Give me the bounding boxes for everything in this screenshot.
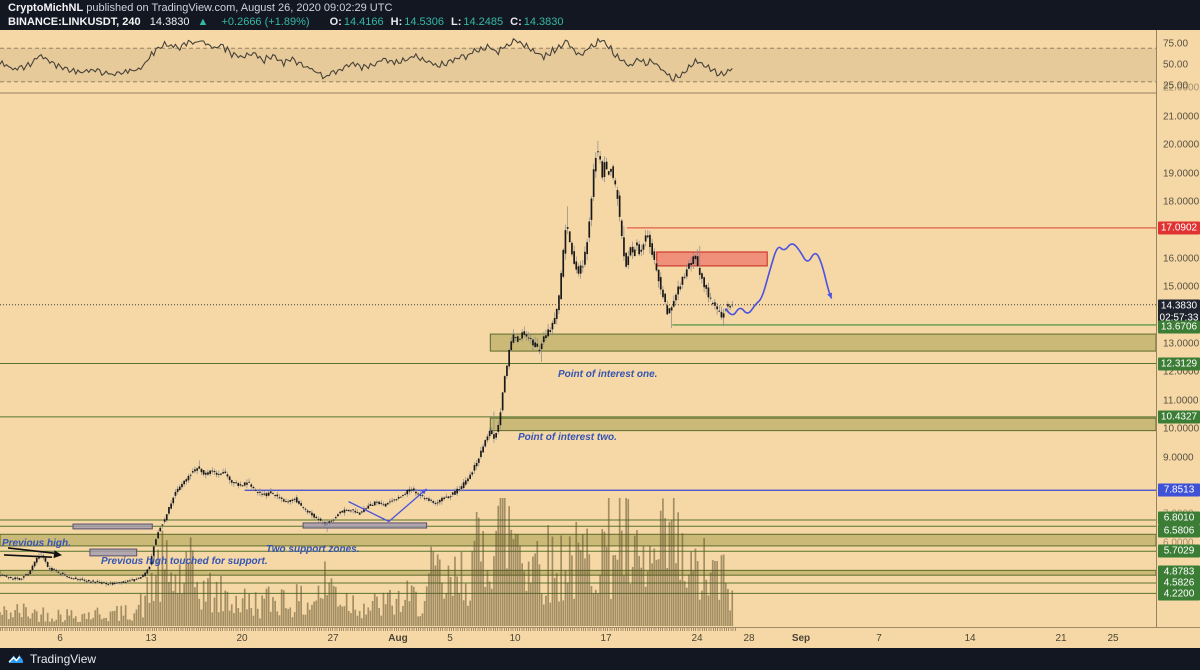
projection-drawing[interactable] [724,243,833,316]
footer: TradingView [0,648,1200,670]
annotation-point-of-interest-two: Point of interest two. [518,432,617,443]
annotation-previous-high: Previous high. [2,538,71,549]
annotation-point-of-interest-one: Point of interest one. [558,369,658,380]
ohlc-label: L: [451,16,462,28]
price-tick: 22.0000 [1163,82,1200,94]
price-tick: 20.0000 [1163,139,1200,151]
gray-support-boxes [72,522,428,557]
time-tick: 28 [743,633,755,644]
author-name: CryptoMichNL [8,2,84,14]
last-price: 14.3830 [149,16,190,28]
time-tick: 7 [876,633,882,644]
time-tick: 27 [327,633,339,644]
candles-layer [0,140,734,587]
price-label-badge: 17.0902 [1158,221,1200,235]
price-tick: 15.0000 [1163,281,1200,293]
price-label-badge: 12.3129 [1158,357,1200,371]
time-tick: 20 [236,633,248,644]
ohlc-value: 14.5306 [404,16,444,28]
ohlc-value: 14.2485 [463,16,504,28]
olive-zone[interactable] [489,417,1157,432]
time-tick: 10 [509,633,521,644]
chart-canvas[interactable] [0,30,1200,648]
time-tick: 6 [57,633,63,644]
rsi-line [0,37,733,82]
price-label-badge: 4.8783 [1158,565,1200,579]
time-tick: 14 [964,633,976,644]
ohlc-label: H: [390,16,403,28]
annotation-two-support-zones: Two support zones. [266,544,360,555]
tradingview-brand-link[interactable]: TradingView [8,651,96,667]
publish-byline: CryptoMichNL published on TradingView.co… [8,2,392,14]
tradingview-brand-text: TradingView [30,652,97,666]
price-label-badge: 13.6706 [1158,320,1200,334]
time-tick: Sep [791,633,811,644]
volume-layer [0,498,734,626]
ohlc-label: O: [329,16,342,28]
header: CryptoMichNL published on TradingView.co… [0,0,1200,30]
time-tick: 25 [1107,633,1119,644]
price-tick: 19.0000 [1163,168,1200,180]
price-label-badge: 6.5806 [1158,524,1200,538]
byline-text: published on TradingView.com, August 26,… [83,2,393,14]
symbol-interval: BINANCE:LINKUSDT, 240 [8,16,141,28]
annotation-previous-high-support: Previous high touched for support. [101,556,268,567]
gray-support-box[interactable] [89,548,138,557]
price-tick: 50.00 [1163,59,1189,71]
price-label-badge: 4.5826 [1158,576,1200,590]
support-zones-layer [0,227,1157,594]
time-tick: 5 [447,633,453,644]
support-bounce-arrow[interactable] [348,488,428,523]
price-tick: 75.00 [1163,38,1189,50]
time-tick: 24 [691,633,703,644]
previous-high-arrow[interactable] [3,547,62,559]
chart-area[interactable]: Previous high. Previous high touched for… [0,30,1200,649]
time-tick: Aug [388,633,408,644]
time-tick: 17 [600,633,612,644]
price-axis[interactable]: 75.00 50.00 25.00 22.0000 21.0000 20.0000 19.0… [1156,30,1200,627]
red-resistance-box[interactable] [656,251,768,267]
gray-support-box[interactable] [302,522,428,529]
ohlc-value: 14.3830 [523,16,564,28]
time-tick: 13 [145,633,157,644]
price-label-badge: 7.8513 [1158,483,1200,497]
price-tick: 21.0000 [1163,111,1200,123]
price-label-badge: 6.8010 [1158,511,1200,525]
symbol-info-bar: BINANCE:LINKUSDT, 240 14.3830 ▲ +0.2666 … [8,16,564,28]
ohlc-values: O: 14.4166 H: 14.5306 L: 14.2485 C: 14.3830 [323,16,564,28]
price-label-badge: 5.7029 [1158,544,1200,558]
tradingview-logo-icon [8,655,23,663]
olive-zone[interactable] [489,333,1157,352]
price-label-badge: 14.3830 [1158,299,1200,313]
price-tick: 16.0000 [1163,253,1200,265]
price-label-badge: 10.4327 [1158,410,1200,424]
time-axis-miniticks [0,628,737,631]
time-axis[interactable]: 6 13 20 27 Aug 5 10 17 24 28 Sep 7 14 21 25 [0,627,1200,649]
ohlc-label: C: [510,16,522,28]
price-tick: 9.0000 [1163,452,1194,464]
price-tick: 11.0000 [1163,395,1199,407]
up-arrow-icon: ▲ [197,16,209,28]
price-tick: 12.0000 [1163,366,1200,378]
price-tick: 6.0000 [1163,537,1194,549]
price-tick: 18.0000 [1163,196,1200,208]
gray-support-box[interactable] [72,523,153,530]
price-tick: 10.0000 [1163,423,1200,435]
price-label-badge: 4.2200 [1158,587,1200,601]
price-tick: 13.0000 [1163,338,1200,350]
ohlc-value: 14.4166 [343,16,384,28]
price-change: +0.2666 (+1.89%) [221,16,310,28]
time-tick: 21 [1055,633,1067,644]
price-tick: 25.00 [1163,80,1189,92]
